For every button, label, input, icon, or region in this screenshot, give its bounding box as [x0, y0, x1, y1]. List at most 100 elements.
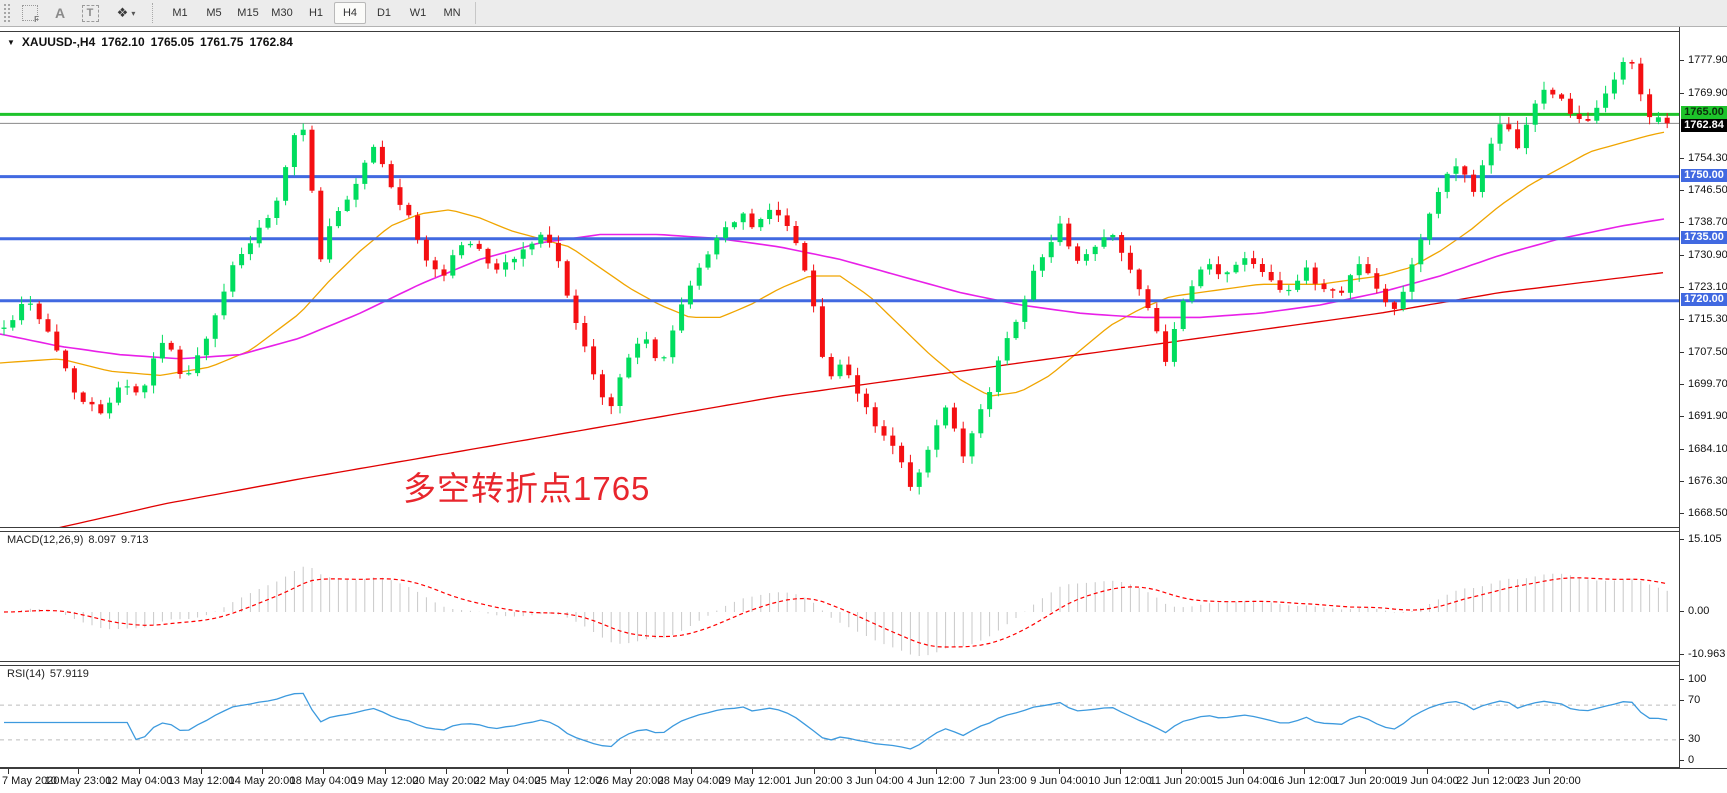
time-axis-tick: [262, 769, 263, 774]
time-axis-label: 16 Jun 12:00: [1272, 775, 1336, 787]
candle-up: [1400, 291, 1406, 309]
toolbar-drag-handle[interactable]: [3, 3, 11, 23]
timeframe-button-h1[interactable]: H1: [308, 7, 324, 19]
time-axis-tick: [385, 769, 386, 774]
candle-down: [599, 374, 605, 398]
axis-tick: [1680, 319, 1684, 320]
time-axis-label: 7 Jun 23:00: [969, 775, 1027, 787]
symbol-label: XAUUSD-,H4: [21, 35, 96, 49]
price-axis[interactable]: 1777.90 1769.90 1754.30 1746.50 1738.70 1730.…: [1679, 27, 1727, 768]
candle-down: [1277, 280, 1283, 290]
candle-up: [617, 377, 623, 406]
candle-down: [1559, 94, 1565, 99]
time-axis-label: 29 May 12:00: [718, 775, 786, 787]
candle-up: [538, 234, 544, 244]
candle-down: [784, 215, 790, 226]
macd-chart[interactable]: [0, 532, 1679, 661]
ohlc-low: 1761.75: [200, 35, 244, 49]
candle-up: [837, 364, 843, 377]
axis-tick: [1680, 384, 1684, 385]
time-axis-label: 11 Jun 20:00: [1149, 775, 1213, 787]
candle-up: [679, 304, 685, 331]
ohlc-close: 1762.84: [249, 35, 293, 49]
candle-up: [459, 245, 465, 256]
candle-down: [54, 331, 60, 351]
timeframe-button-mn[interactable]: MN: [443, 7, 461, 19]
candle-up: [670, 330, 676, 358]
candle-down: [476, 243, 482, 249]
dropdown-caret-icon[interactable]: ▾: [131, 8, 136, 18]
macd-panel[interactable]: MACD(12,26,9) 8.097 9.713: [0, 531, 1679, 662]
timeframe-button-h4[interactable]: H4: [334, 2, 366, 24]
candle-down: [1136, 269, 1142, 290]
candle-up: [1048, 242, 1054, 258]
symbol-dropdown-icon[interactable]: ▼: [7, 37, 15, 47]
candle-up: [987, 392, 993, 410]
rsi-panel[interactable]: RSI(14) 57.9119: [0, 665, 1679, 768]
candle-up: [723, 227, 729, 239]
macd-label: MACD(12,26,9) 8.097 9.713: [7, 534, 149, 546]
price-tick-label: 1668.50: [1688, 507, 1727, 519]
candle-up: [503, 262, 509, 270]
candle-down: [45, 319, 51, 332]
timeframe-button-m5[interactable]: M5: [206, 7, 222, 19]
price-tick-label: 1723.10: [1688, 281, 1727, 293]
timeframe-button-w1[interactable]: W1: [409, 7, 427, 19]
candle-down: [1647, 94, 1653, 118]
candle-up: [1057, 223, 1063, 243]
time-axis-tick: [1243, 769, 1244, 774]
candle-up: [1655, 117, 1661, 122]
candle-down: [907, 462, 913, 487]
time-axis-label: 10 Jun 12:00: [1088, 775, 1152, 787]
candle-down: [379, 146, 385, 165]
candle-up: [19, 304, 25, 321]
candlestick-chart[interactable]: [0, 32, 1679, 527]
candle-down: [1374, 273, 1380, 289]
candle-down: [1365, 264, 1371, 274]
candle-up: [529, 243, 535, 250]
candle-down: [485, 248, 491, 264]
axis-tick: [1680, 679, 1684, 680]
time-axis-label: 3 Jun 04:00: [846, 775, 904, 787]
toolbar-separator: [152, 3, 158, 23]
candle-down: [1268, 272, 1274, 281]
candle-up: [925, 449, 931, 473]
candle-up: [1, 327, 7, 329]
axis-tick: [1680, 539, 1684, 540]
candle-up: [995, 360, 1001, 392]
candle-down: [71, 368, 77, 393]
main-price-panel[interactable]: ▼ XAUUSD-,H4 1762.10 1765.05 1761.75 176…: [0, 31, 1679, 528]
candle-up: [1347, 275, 1353, 293]
price-tick-label: 1684.10: [1688, 443, 1727, 455]
time-axis-tick: [1181, 769, 1182, 774]
candle-up: [1233, 264, 1239, 273]
macd-axis-label: 0.00: [1688, 605, 1710, 617]
candle-down: [89, 401, 95, 405]
timeframe-button-m30[interactable]: M30: [271, 7, 293, 19]
candle-down: [582, 323, 588, 347]
candle-down: [1066, 223, 1072, 247]
price-tick-label: 1738.70: [1688, 216, 1727, 228]
arrow-objects-icon[interactable]: ❖ ▾: [116, 5, 136, 20]
dotted-grid-f-icon[interactable]: F: [17, 2, 43, 24]
price-level-badge-1750.00: 1750.00: [1681, 169, 1727, 182]
candle-down: [494, 263, 500, 270]
text-tool-icon[interactable]: A: [54, 5, 66, 21]
candle-up: [221, 291, 227, 316]
timeframe-button-d1[interactable]: D1: [376, 7, 392, 19]
time-axis-tick: [1059, 769, 1060, 774]
candle-up: [635, 343, 641, 358]
candle-up: [714, 238, 720, 255]
candle-up: [1224, 272, 1230, 275]
text-box-tool-icon[interactable]: T: [77, 2, 103, 24]
timeframe-button-m1[interactable]: M1: [172, 7, 188, 19]
candle-down: [432, 260, 438, 270]
time-axis-label: 1 Jun 20:00: [785, 775, 843, 787]
time-axis[interactable]: 7 May 2020 10 May 23:00 12 May 04:00 13 May…: [0, 768, 1727, 793]
candle-up: [934, 425, 940, 450]
timeframe-button-m15[interactable]: M15: [237, 7, 259, 19]
candle-up: [1198, 269, 1204, 287]
candle-down: [36, 303, 42, 320]
rsi-chart[interactable]: [0, 666, 1679, 767]
